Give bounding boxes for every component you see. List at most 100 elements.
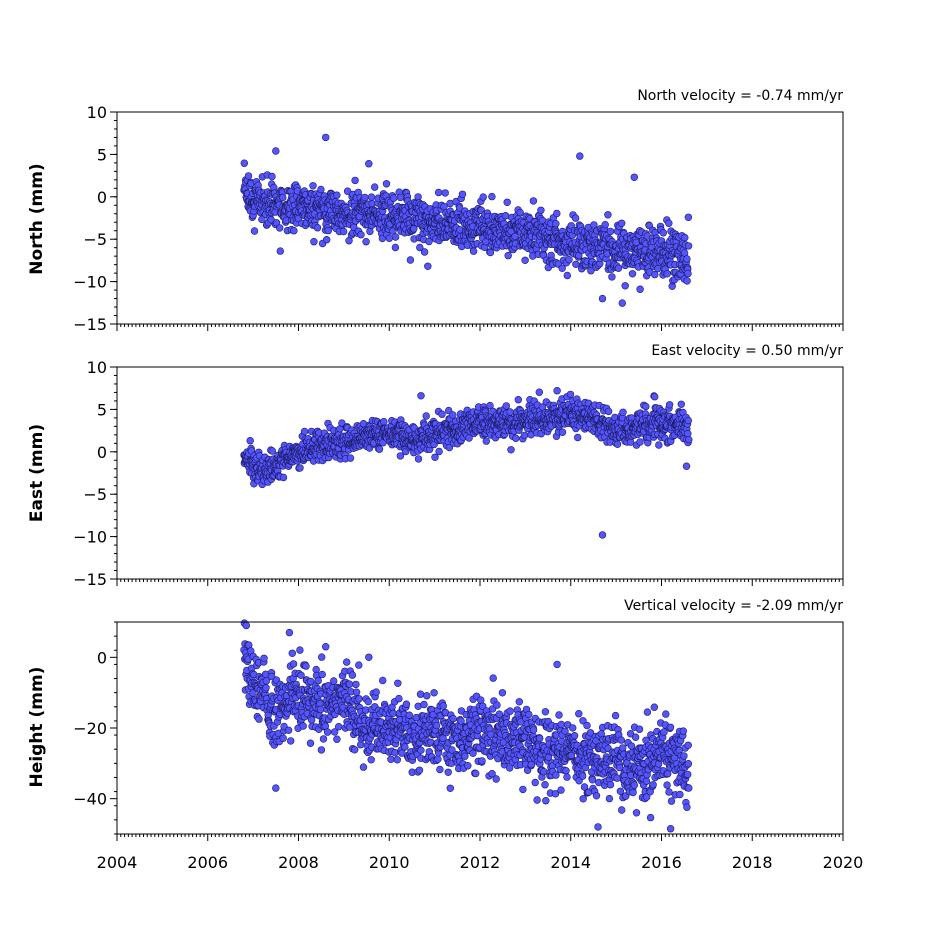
data-point [435,447,443,456]
data-point [394,679,402,687]
north-points [240,133,693,307]
outlier-point [553,660,561,669]
data-point [391,233,400,241]
y-tick-label: 0 [97,188,107,207]
data-point [503,198,511,207]
data-point [665,788,673,796]
data-point [608,273,616,281]
data-point [555,711,563,719]
data-point [515,698,523,706]
data-point [268,447,276,455]
data-point [552,771,560,779]
data-point [617,806,626,814]
data-point [313,224,322,232]
outlier-point [630,173,638,182]
data-point [570,731,579,740]
data-point [387,755,395,763]
data-point [540,767,548,776]
data-point [486,248,495,257]
outlier-point [424,262,432,270]
data-point [367,756,375,764]
data-point [655,441,663,449]
data-point [333,191,341,199]
east-y-ticks: 10 5 0 −5 −10 −15 [73,358,117,589]
data-point [684,213,693,222]
y-tick-label: 0 [97,443,107,462]
x-tick-label: 2008 [278,853,319,872]
outlier-point [621,282,629,290]
data-point [506,408,514,416]
data-point [558,428,567,436]
data-point [617,736,625,744]
data-point [552,220,560,228]
data-point [339,227,348,236]
data-point [502,402,510,410]
outlier-point [285,628,294,637]
x-tick-label: 2018 [732,853,773,872]
outlier-point [553,387,561,395]
east-panel: East velocity = 0.50 mm/yr East (mm) 10 5… [27,343,844,589]
outlier-point [666,824,675,833]
north-panel: North velocity = -0.74 mm/yr North (mm) … [27,88,844,334]
data-point [680,752,688,760]
data-point [396,193,405,202]
data-point [441,189,449,197]
data-point [352,680,360,689]
data-point [359,763,368,771]
data-point [244,172,253,180]
data-point [440,202,448,211]
data-point [606,780,615,789]
data-point [677,400,685,408]
data-point [318,653,326,661]
data-point [371,183,379,191]
y-tick-label: −40 [73,790,107,809]
data-point [319,735,328,743]
height-points [240,619,693,833]
data-point [258,215,266,224]
data-point [681,233,689,242]
data-point [323,728,332,736]
data-point [563,773,571,781]
data-point [240,159,249,167]
north-ylabel: North (mm) [27,163,47,274]
east-ylabel: East (mm) [27,424,47,522]
data-point [395,694,403,703]
outlier-point [272,147,280,155]
data-point [416,690,425,698]
data-point [296,464,304,472]
data-point [458,190,467,199]
data-point [572,260,580,268]
data-point [310,238,318,246]
data-point [571,214,580,222]
data-point [482,437,490,445]
data-point [423,692,431,700]
data-point [605,794,614,803]
data-point [604,407,613,416]
data-point [357,231,365,239]
data-point [317,746,326,754]
data-point [287,737,295,745]
data-point [631,733,640,741]
data-point [479,193,487,201]
data-point [300,427,309,436]
x-tick-label: 2014 [550,853,591,872]
data-point [414,455,423,463]
data-point [309,182,317,190]
data-point [557,720,565,729]
data-point [364,697,372,706]
data-point [464,761,472,770]
data-point [345,680,354,688]
y-tick-label: −10 [73,273,107,292]
data-point [432,721,441,730]
data-point [601,221,609,229]
data-point [279,473,288,482]
data-point [495,710,503,718]
data-point [535,388,543,396]
data-point [420,248,429,256]
data-point [308,716,316,724]
outlier-point [632,809,641,817]
data-point [541,708,550,716]
data-point [520,431,529,440]
data-point [683,255,691,263]
data-point [355,661,363,669]
